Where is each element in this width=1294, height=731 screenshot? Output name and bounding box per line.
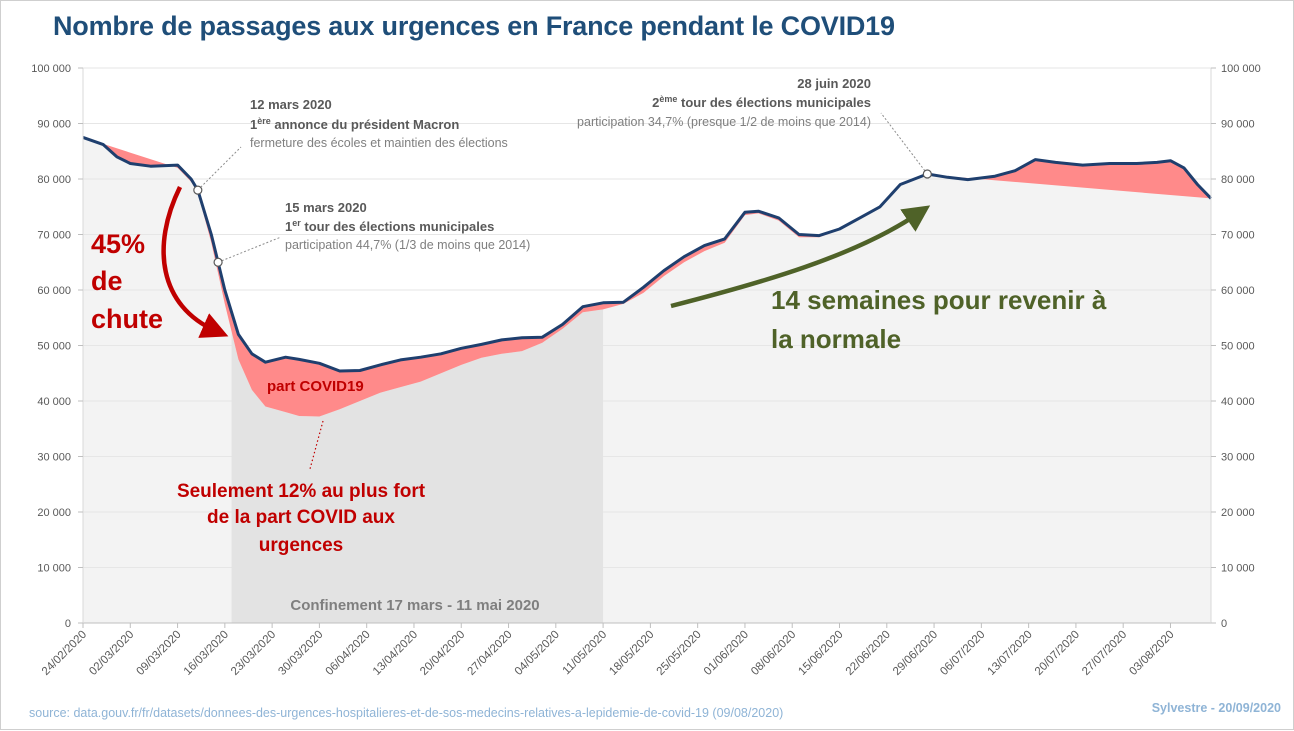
y-tick-label-right-7: 70 000 — [1221, 230, 1255, 242]
marker-15-mars-leader — [217, 236, 282, 263]
annotation-12-mars: 12 mars 2020 1ère annonce du président M… — [250, 97, 508, 150]
y-tick-label-left-10: 100 000 — [31, 63, 71, 75]
x-tick-label-11: 11/05/2020 — [561, 629, 610, 678]
annotation-28-juin: 28 juin 2020 2ème tour des élections mun… — [577, 76, 871, 129]
covid-note-line2: de la part COVID aux — [207, 507, 395, 528]
x-tick-label-22: 27/07/2020 — [1080, 629, 1129, 678]
annotation-15-mars-line2: participation 44,7% (1/3 de moins que 20… — [285, 238, 530, 252]
annotation-12-mars-line1: 1ère annonce du président Macron — [250, 116, 459, 132]
y-tick-label-left-2: 20 000 — [37, 507, 71, 519]
x-tick-label-7: 13/04/2020 — [371, 629, 420, 678]
drop-arrow — [161, 186, 229, 338]
x-tick-label-3: 16/03/2020 — [182, 629, 231, 678]
marker-28-juin-leader — [880, 112, 928, 175]
y-tick-label-left-1: 10 000 — [37, 563, 71, 575]
x-tick-label-19: 06/07/2020 — [938, 629, 987, 678]
y-tick-label-right-8: 80 000 — [1221, 174, 1255, 186]
y-tick-label-right-4: 40 000 — [1221, 396, 1255, 408]
annotation-28-juin-line2: participation 34,7% (presque 1/2 de moin… — [577, 115, 871, 129]
y-tick-label-left-4: 40 000 — [37, 396, 71, 408]
marker-12-mars-leader — [197, 146, 242, 191]
annotation-12-mars-line2: fermeture des écoles et maintien des éle… — [250, 136, 508, 150]
drop-label-line2: de — [91, 266, 123, 296]
annotation-28-juin-date: 28 juin 2020 — [797, 76, 871, 91]
covid-note-leader — [309, 420, 324, 470]
y-tick-label-left-6: 60 000 — [37, 285, 71, 297]
x-tick-label-17: 22/06/2020 — [844, 629, 893, 678]
x-tick-label-6: 06/04/2020 — [324, 629, 373, 678]
annotation-15-mars-line1: 1er tour des élections municipales — [285, 218, 494, 234]
drop-label-line1: 45% — [91, 229, 145, 259]
y-tick-label-right-0: 0 — [1221, 618, 1227, 630]
y-tick-label-right-5: 50 000 — [1221, 341, 1255, 353]
recovery-label-line2: la normale — [771, 324, 901, 354]
annotation-12-mars-date: 12 mars 2020 — [250, 97, 332, 112]
x-tick-label-9: 27/04/2020 — [465, 629, 514, 678]
x-tick-label-20: 13/07/2020 — [986, 629, 1035, 678]
drop-label: 45% de chute — [91, 229, 163, 334]
annotation-15-mars-date: 15 mars 2020 — [285, 200, 367, 215]
lockdown-label: Confinement 17 mars - 11 mai 2020 — [290, 597, 539, 614]
x-tick-label-5: 30/03/2020 — [276, 629, 325, 678]
y-tick-label-left-8: 80 000 — [37, 174, 71, 186]
y-tick-label-left-3: 30 000 — [37, 452, 71, 464]
x-tick-label-21: 20/07/2020 — [1033, 629, 1082, 678]
y-tick-label-left-9: 90 000 — [37, 119, 71, 131]
y-tick-label-right-2: 20 000 — [1221, 507, 1255, 519]
y-tick-label-right-6: 60 000 — [1221, 285, 1255, 297]
x-tick-label-2: 09/03/2020 — [134, 629, 183, 678]
x-tick-label-10: 04/05/2020 — [513, 629, 562, 678]
x-tick-label-16: 15/06/2020 — [796, 629, 845, 678]
y-tick-label-right-9: 90 000 — [1221, 119, 1255, 131]
x-tick-label-4: 23/03/2020 — [229, 629, 278, 678]
recovery-label: 14 semaines pour revenir à la normale — [771, 285, 1107, 354]
covid-note-line1: Seulement 12% au plus fort — [177, 481, 426, 502]
drop-label-line3: chute — [91, 304, 163, 334]
lockdown-band — [231, 309, 604, 623]
annotation-28-juin-line1: 2ème tour des élections municipales — [652, 94, 871, 110]
recovery-arrow — [670, 205, 931, 309]
author-credit: Sylvestre - 20/09/2020 — [1151, 701, 1281, 715]
x-tick-label-0: 24/02/2020 — [40, 629, 89, 678]
source-note: source: data.gouv.fr/fr/datasets/donnees… — [29, 706, 784, 720]
y-tick-label-left-0: 0 — [65, 618, 71, 630]
marker-12-mars — [193, 185, 203, 195]
annotation-15-mars: 15 mars 2020 1er tour des élections muni… — [285, 200, 530, 252]
covid-share-label: part COVID19 — [267, 378, 364, 395]
covid-note: Seulement 12% au plus fort de la part CO… — [177, 481, 426, 556]
x-tick-label-14: 01/06/2020 — [702, 629, 751, 678]
y-tick-label-left-5: 50 000 — [37, 341, 71, 353]
marker-15-mars — [213, 257, 223, 267]
x-tick-label-18: 29/06/2020 — [891, 629, 940, 678]
x-tick-label-15: 08/06/2020 — [749, 629, 798, 678]
y-tick-label-left-7: 70 000 — [37, 230, 71, 242]
x-tick-label-1: 02/03/2020 — [87, 629, 136, 678]
x-tick-label-23: 03/08/2020 — [1127, 629, 1176, 678]
y-tick-label-right-3: 30 000 — [1221, 452, 1255, 464]
y-tick-label-right-1: 10 000 — [1221, 563, 1255, 575]
x-tick-label-8: 20/04/2020 — [418, 629, 467, 678]
covid-note-line3: urgences — [259, 535, 343, 556]
total-line — [82, 135, 1213, 373]
y-tick-label-right-10: 100 000 — [1221, 63, 1261, 75]
recovery-label-line1: 14 semaines pour revenir à — [771, 285, 1107, 315]
x-tick-label-13: 25/05/2020 — [655, 629, 704, 678]
chart-title: Nombre de passages aux urgences en Franc… — [53, 11, 895, 41]
x-tick-label-12: 18/05/2020 — [607, 629, 656, 678]
marker-28-juin — [922, 169, 932, 179]
